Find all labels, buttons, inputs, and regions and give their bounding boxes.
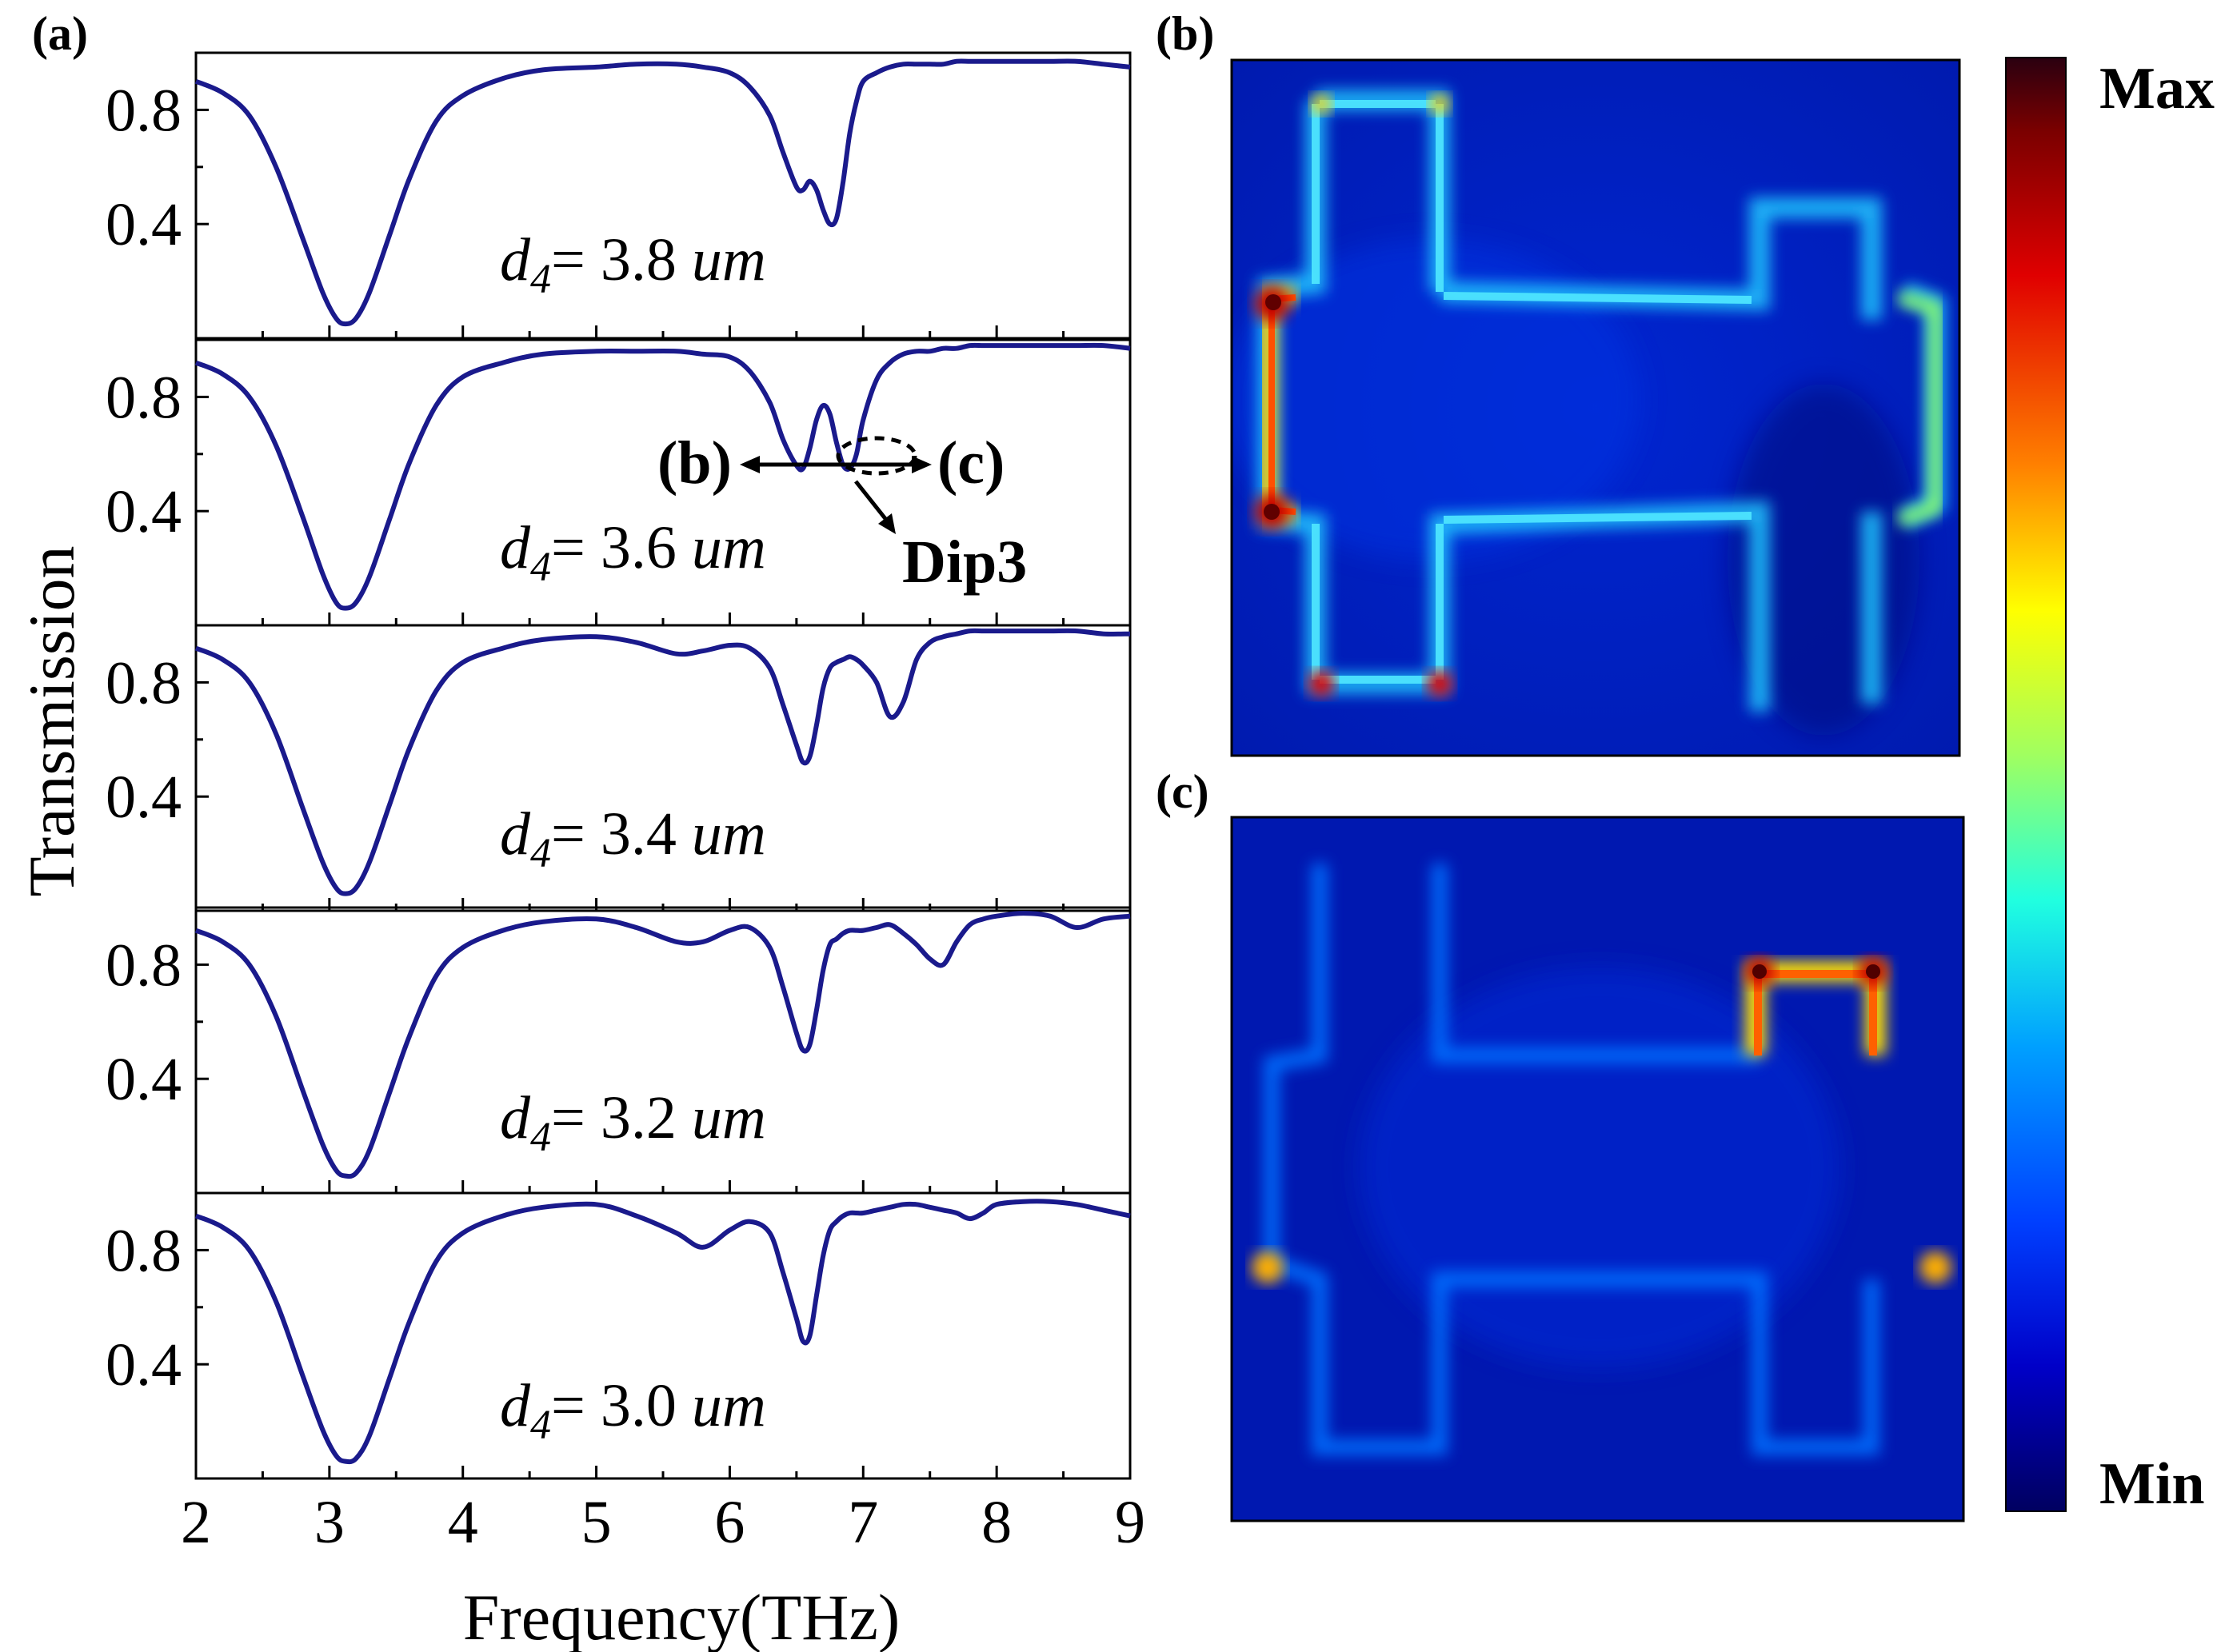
y-tick-label: 0.8 xyxy=(106,932,182,999)
series-label: d4= 3.6 um xyxy=(500,514,766,590)
transmission-line-3.8-um xyxy=(194,58,1131,327)
series-label: d4= 3.4 um xyxy=(500,800,766,876)
x-tick-labels: 2 3 4 5 6 7 8 9 xyxy=(181,1489,1145,1556)
colorbar: Max Min xyxy=(2005,56,2215,1517)
dip-annotation: (b) (c) Dip3 xyxy=(657,429,1027,596)
x-tick-label: 8 xyxy=(981,1489,1012,1556)
subplot-frame xyxy=(194,51,1132,340)
field-map-c: (c) xyxy=(1156,765,1965,1522)
y-tick-label: 0.4 xyxy=(106,1046,182,1113)
x-tick-label: 6 xyxy=(714,1489,745,1556)
annotation-dip3: Dip3 xyxy=(902,529,1027,596)
series-label: d4= 3.0 um xyxy=(500,1372,766,1448)
transmission-panel: (a) 0.8 0.4 0.8 0.4 0.8 0.4 0.8 0.4 0.8 0.4 2 3 4 5 6… xyxy=(15,7,1145,1652)
y-axis-label: Transmission xyxy=(15,546,88,897)
colorbar-max-label: Max xyxy=(2099,56,2215,122)
y-tick-label: 0.8 xyxy=(106,77,182,144)
y-tick-label: 0.4 xyxy=(106,478,182,545)
annotation-c: (c) xyxy=(937,429,1005,497)
y-tick-label: 0.4 xyxy=(106,191,182,258)
panel-b-label: (b) xyxy=(1156,7,1214,60)
y-tick-label: 0.8 xyxy=(106,364,182,431)
thickness-labels: d4= 3.8 um d4= 3.6 um d4= 3.4 um d4= 3.2 um… xyxy=(500,226,766,1448)
x-tick-label: 7 xyxy=(848,1489,878,1556)
y-tick-label: 0.4 xyxy=(106,1331,182,1399)
y-tick-labels: 0.8 0.4 0.8 0.4 0.8 0.4 0.8 0.4 0.8 0.4 xyxy=(106,77,182,1399)
transmission-line-3.2-um xyxy=(194,911,1131,1179)
y-tick-label: 0.4 xyxy=(106,764,182,831)
transmission-line-3.4-um xyxy=(194,628,1131,896)
annotation-b: (b) xyxy=(657,429,732,497)
colorbar-min-label: Min xyxy=(2099,1451,2205,1517)
transmission-line-3.0-um xyxy=(194,1199,1131,1465)
y-tick-label: 0.8 xyxy=(106,649,182,716)
x-tick-label: 5 xyxy=(581,1489,612,1556)
x-tick-label: 3 xyxy=(314,1489,345,1556)
axes-frames xyxy=(194,51,1132,1480)
x-tick-label: 4 xyxy=(448,1489,478,1556)
field-map-b: (b) xyxy=(1156,7,1961,757)
x-tick-label: 2 xyxy=(181,1489,211,1556)
panel-a-label: (a) xyxy=(32,7,88,60)
x-axis-label: Frequency(THz) xyxy=(463,1581,900,1652)
y-tick-label: 0.8 xyxy=(106,1217,182,1284)
panel-c-label: (c) xyxy=(1156,765,1209,818)
x-tick-label: 9 xyxy=(1115,1489,1145,1556)
series-label: d4= 3.8 um xyxy=(500,226,766,302)
subplot-frame xyxy=(194,624,1132,912)
series-label: d4= 3.2 um xyxy=(500,1084,766,1160)
